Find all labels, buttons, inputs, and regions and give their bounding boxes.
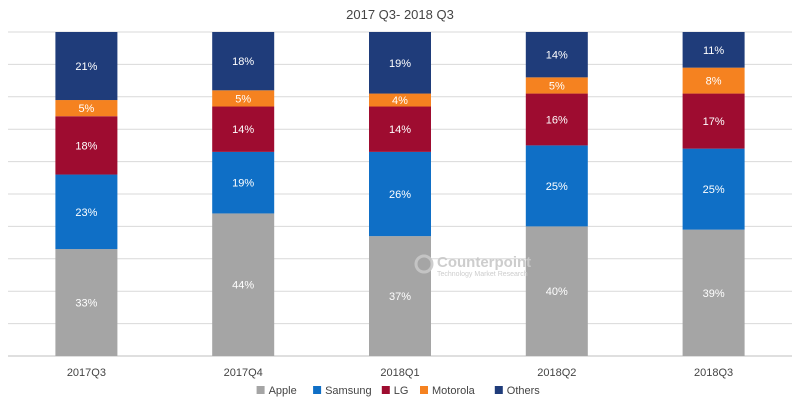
bar-others-2017q3 (55, 32, 118, 101)
bar-apple-2017q3 (55, 249, 118, 356)
data-label: 11% (703, 45, 724, 57)
data-label: 19% (232, 178, 254, 190)
bar-samsung-2018q1 (369, 151, 431, 237)
legend-swatch-motorola (420, 386, 428, 394)
data-label: 5% (235, 93, 251, 105)
legend-swatch-apple (256, 386, 265, 394)
x-tick-label: 2018Q3 (694, 367, 733, 379)
data-label: 14% (389, 124, 411, 136)
legend-label-others: Others (507, 385, 541, 397)
chart-title: 2017 Q3- 2018 Q3 (346, 7, 454, 22)
legend-swatch-others (494, 386, 503, 394)
data-label: 25% (703, 184, 725, 196)
data-label: 18% (232, 56, 254, 68)
data-label: 44% (232, 280, 254, 292)
data-label: 17% (703, 116, 725, 128)
data-label: 33% (75, 298, 97, 310)
legend-swatch-lg (381, 386, 390, 394)
data-label: 26% (389, 189, 411, 201)
bar-samsung-2017q3 (55, 174, 118, 250)
data-label: 25% (546, 181, 568, 193)
legend-label-apple: Apple (269, 385, 297, 397)
x-axis-labels: 2017Q3 2017Q4 2018Q1 2018Q2 2018Q3 (67, 367, 733, 379)
bar-apple-2018q3 (682, 229, 745, 356)
watermark-subtitle: Technology Market Research (437, 271, 528, 278)
data-label: 21% (75, 61, 97, 73)
data-label: 8% (706, 76, 722, 88)
bar-others-2018q1 (369, 32, 431, 94)
bar-samsung-2018q2 (525, 145, 588, 227)
bar-motorola-2018q3 (682, 67, 745, 94)
bar-samsung-2018q3 (682, 148, 745, 230)
bar-lg-2018q1 (369, 106, 431, 152)
bar-motorola-2017q3 (55, 100, 118, 117)
legend-label-lg: LG (394, 385, 409, 397)
watermark-title: Counterpoint (437, 254, 531, 271)
bar-motorola-2018q1 (369, 93, 431, 107)
bar-lg-2018q3 (682, 93, 745, 149)
bar-apple-2017q4 (212, 213, 275, 356)
watermark: Counterpoint Technology Market Research (414, 254, 531, 278)
bar-motorola-2018q2 (525, 77, 588, 94)
bar-lg-2017q4 (212, 106, 275, 152)
data-label: 5% (549, 80, 565, 92)
legend-label-motorola: Motorola (432, 385, 476, 397)
counterpoint-logo-icon (414, 254, 434, 274)
data-label: 39% (703, 288, 725, 300)
x-tick-label: 2018Q2 (537, 367, 576, 379)
data-label: 5% (78, 103, 94, 115)
bar-stacks: 33% 23% 18% 5% 21% 44% 19% 14% 5% 18% 37% 26% 14% 4% 1… (55, 32, 745, 356)
bar-others-2018q2 (525, 32, 588, 78)
data-label: 19% (389, 58, 411, 70)
bar-lg-2018q2 (525, 93, 588, 146)
data-label: 14% (232, 124, 254, 136)
bar-others-2018q3 (682, 32, 745, 68)
bar-lg-2017q3 (55, 116, 118, 175)
x-tick-label: 2017Q4 (224, 367, 263, 379)
x-tick-label: 2018Q1 (380, 367, 419, 379)
legend-label-samsung: Samsung (325, 385, 371, 397)
data-label: 40% (546, 286, 568, 298)
bar-others-2017q4 (212, 32, 275, 91)
data-label: 14% (546, 50, 568, 62)
x-tick-label: 2017Q3 (67, 367, 106, 379)
bar-apple-2018q2 (525, 226, 588, 356)
legend-swatch-samsung (313, 386, 322, 394)
data-label: 16% (546, 114, 568, 126)
data-label: 23% (75, 207, 97, 219)
data-label: 18% (75, 140, 97, 152)
bar-samsung-2017q4 (212, 151, 275, 214)
legend: Apple Samsung LG Motorola Others (256, 385, 541, 397)
bar-motorola-2017q4 (212, 90, 275, 107)
data-label: 37% (389, 291, 411, 303)
data-label: 4% (392, 95, 408, 107)
